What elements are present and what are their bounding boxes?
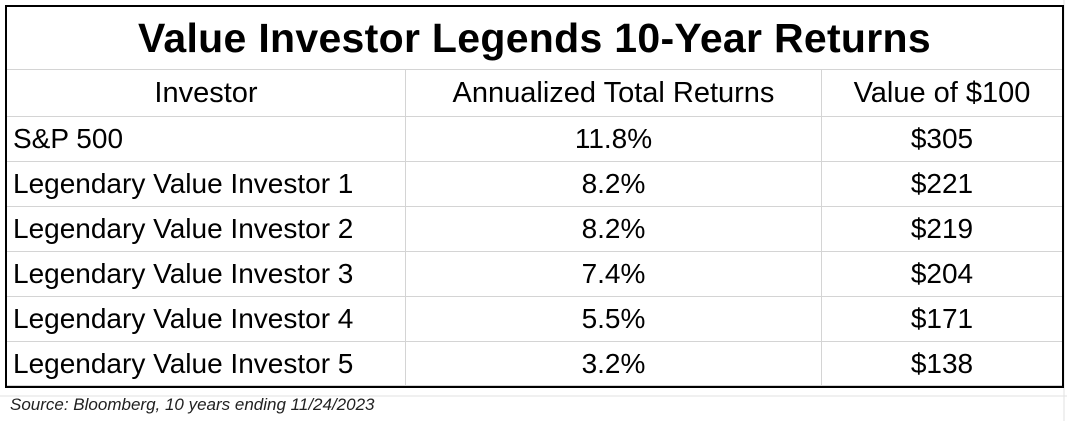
value-cell: 11.8%: [406, 117, 822, 162]
table-title: Value Investor Legends 10-Year Returns: [7, 7, 1062, 70]
value-cell: $221: [822, 162, 1062, 207]
row-label: Legendary Value Investor 1: [7, 162, 406, 207]
value-cell: $219: [822, 207, 1062, 252]
table-frame: [5, 5, 1064, 388]
value-cell: 7.4%: [406, 252, 822, 297]
value-cell: $204: [822, 252, 1062, 297]
row-label: Legendary Value Investor 5: [7, 342, 406, 386]
source-note: Source: Bloomberg, 10 years ending 11/24…: [10, 395, 375, 414]
value-cell: 3.2%: [406, 342, 822, 386]
value-cell: 5.5%: [406, 297, 822, 342]
header-cell: Value of $100: [822, 70, 1062, 117]
value-cell: 8.2%: [406, 162, 822, 207]
value-cell: 8.2%: [406, 207, 822, 252]
row-label: Legendary Value Investor 3: [7, 252, 406, 297]
value-cell: $305: [822, 117, 1062, 162]
row-label: S&P 500: [7, 117, 406, 162]
header-cell: Annualized Total Returns: [406, 70, 822, 117]
value-cell: $138: [822, 342, 1062, 386]
header-cell: Investor: [7, 70, 406, 117]
row-label: Legendary Value Investor 4: [7, 297, 406, 342]
value-cell: $171: [822, 297, 1062, 342]
row-label: Legendary Value Investor 2: [7, 207, 406, 252]
